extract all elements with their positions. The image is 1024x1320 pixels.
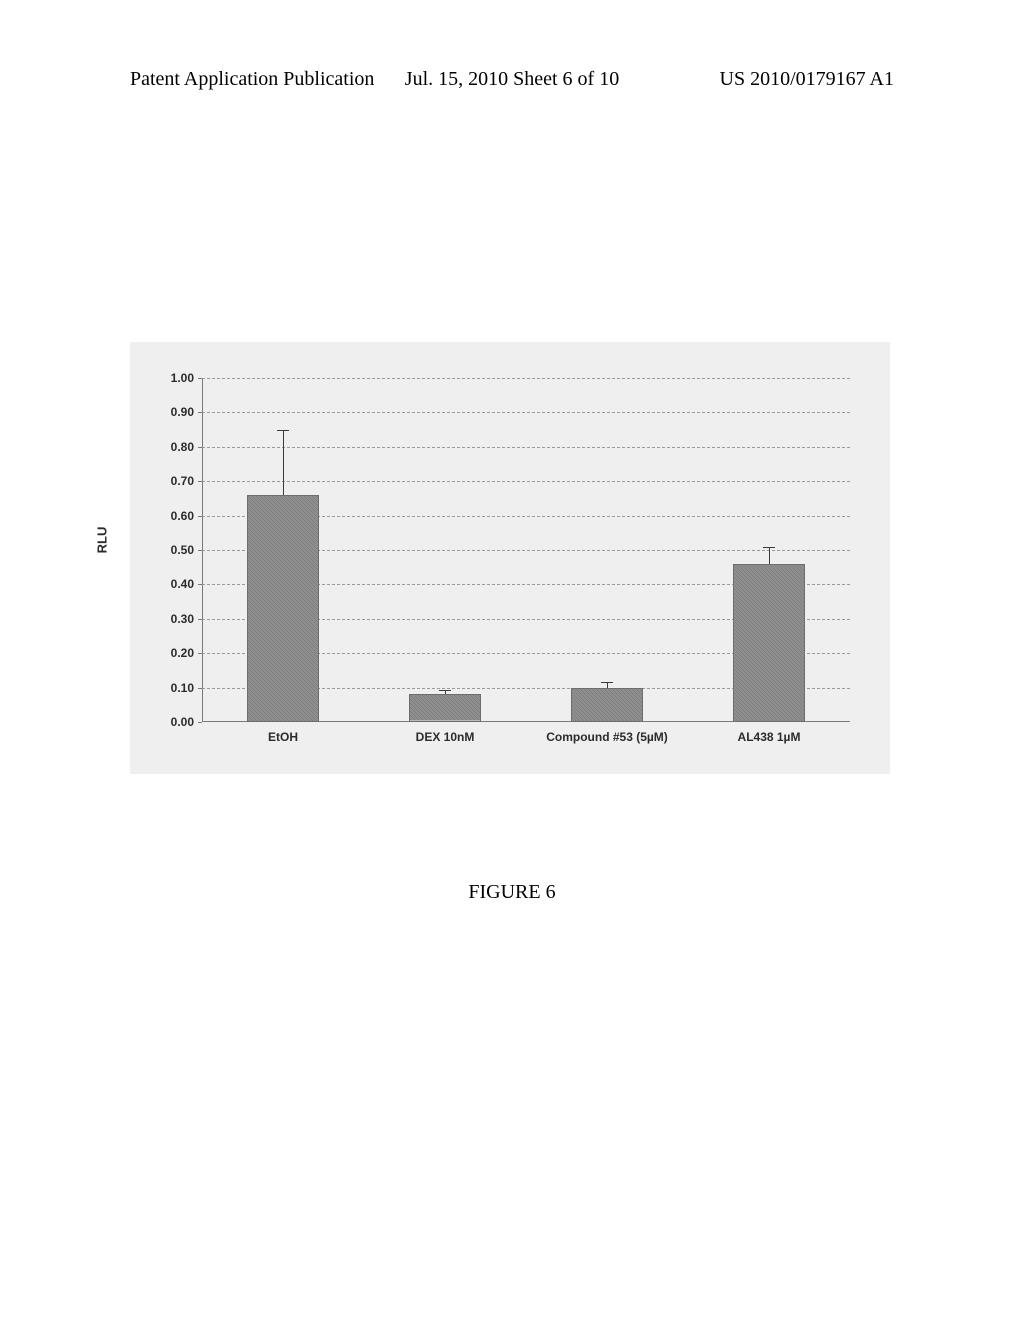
bar <box>571 688 644 722</box>
header-right: US 2010/0179167 A1 <box>720 68 894 91</box>
ytick-label: 0.60 <box>134 509 194 523</box>
ytick-label: 0.50 <box>134 543 194 557</box>
gridline <box>202 447 850 448</box>
bar <box>409 694 482 722</box>
gridline <box>202 481 850 482</box>
ytick-label: 0.40 <box>134 577 194 591</box>
ytick-label: 0.20 <box>134 646 194 660</box>
ytick-label: 0.80 <box>134 440 194 454</box>
error-bar <box>769 547 770 564</box>
ytick-label: 0.90 <box>134 405 194 419</box>
ytick-label: 1.00 <box>134 371 194 385</box>
header-left: Patent Application Publication <box>130 68 374 91</box>
ytick-label: 0.30 <box>134 612 194 626</box>
plot-area <box>202 378 850 722</box>
x-category-label: DEX 10nM <box>416 730 475 744</box>
ytick-label: 0.10 <box>134 681 194 695</box>
ytick-mark <box>198 516 202 517</box>
ytick-mark <box>198 584 202 585</box>
error-cap <box>277 430 289 431</box>
bar <box>247 495 320 722</box>
ytick-mark <box>198 550 202 551</box>
error-cap <box>601 682 613 683</box>
page: Patent Application Publication Jul. 15, … <box>0 0 1024 1320</box>
header-center: Jul. 15, 2010 Sheet 6 of 10 <box>405 68 619 91</box>
bar <box>733 564 806 722</box>
ytick-mark <box>198 378 202 379</box>
ytick-mark <box>198 412 202 413</box>
ytick-label: 0.00 <box>134 715 194 729</box>
rlu-bar-chart: 0.00 0.10 0.20 0.30 0.40 0.50 0.60 0.70 0.80 0.90… <box>130 342 890 774</box>
gridline <box>202 378 850 379</box>
y-axis-label: RLU <box>95 527 110 554</box>
ytick-mark <box>198 688 202 689</box>
ytick-mark <box>198 653 202 654</box>
figure-caption: FIGURE 6 <box>468 881 555 904</box>
ytick-mark <box>198 447 202 448</box>
error-cap <box>439 690 451 691</box>
ytick-label: 0.70 <box>134 474 194 488</box>
gridline <box>202 412 850 413</box>
error-bar <box>283 430 284 495</box>
x-category-label: Compound #53 (5µM) <box>546 730 668 744</box>
ytick-mark <box>198 619 202 620</box>
x-category-label: AL438 1µM <box>738 730 801 744</box>
error-cap <box>763 547 775 548</box>
ytick-mark <box>198 481 202 482</box>
chart-container: 0.00 0.10 0.20 0.30 0.40 0.50 0.60 0.70 0.80 0.90… <box>130 342 890 774</box>
ytick-mark <box>198 722 202 723</box>
x-category-label: EtOH <box>268 730 298 744</box>
